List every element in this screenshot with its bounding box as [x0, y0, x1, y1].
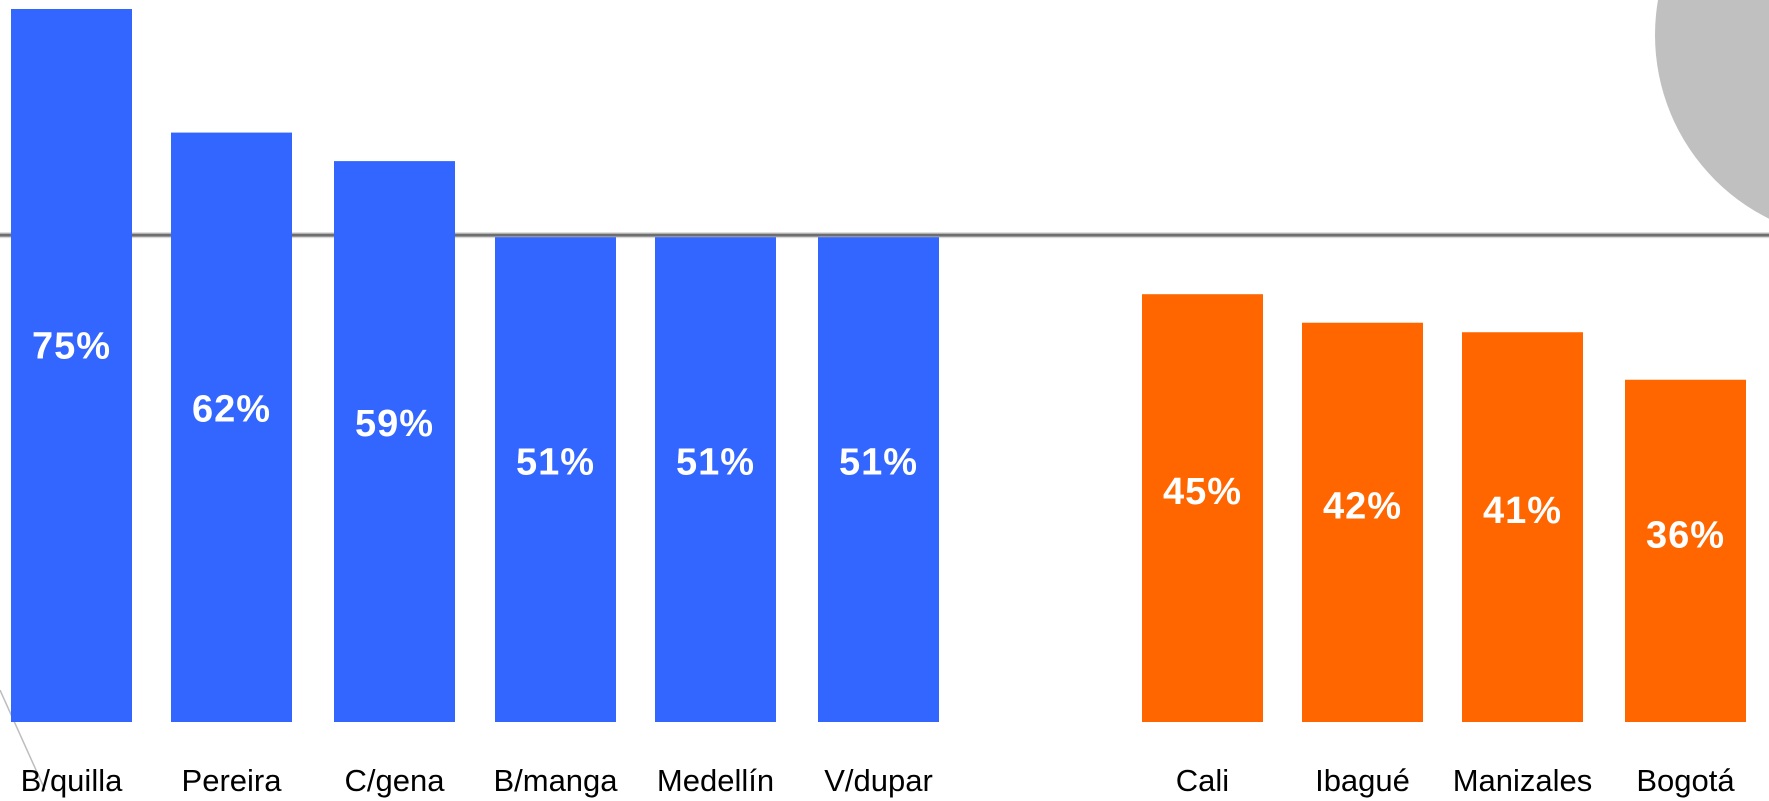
category-label: Manizales — [1453, 763, 1593, 798]
value-labels-group: 75% 62% 59% 51% 51% 51% 45% 42% 41% 36% — [32, 325, 1725, 556]
bar-value-label: 51% — [839, 442, 918, 484]
category-label: Pereira — [182, 763, 283, 798]
corner-circle-decor — [1655, 0, 1769, 219]
bar-value-label: 59% — [355, 403, 434, 445]
category-labels-group: B/quilla Pereira C/gena B/manga Medellín V/du… — [21, 763, 1736, 798]
bar-value-label: 62% — [192, 388, 271, 430]
bar-value-label: 36% — [1646, 514, 1725, 556]
bar — [334, 161, 455, 722]
bar — [818, 237, 939, 722]
bar — [1462, 332, 1583, 722]
bar-value-label: 75% — [32, 325, 111, 367]
bar-value-label: 42% — [1323, 485, 1402, 527]
category-label: B/manga — [493, 763, 618, 798]
bar-value-label: 51% — [676, 442, 755, 484]
category-label: Medellín — [657, 763, 774, 798]
bar-value-label: 45% — [1163, 471, 1242, 513]
bar-value-label: 41% — [1483, 490, 1562, 532]
bar — [1302, 322, 1423, 722]
category-label: Ibagué — [1315, 763, 1410, 798]
bars-group — [11, 9, 1746, 722]
reference-line-group — [0, 232, 1769, 239]
bar — [1142, 294, 1263, 722]
category-label: B/quilla — [21, 763, 123, 798]
diagonal-line-decor — [0, 689, 46, 791]
bar-value-label: 51% — [516, 442, 595, 484]
category-label: Bogotá — [1636, 763, 1735, 798]
category-label: Cali — [1176, 763, 1229, 798]
bar — [495, 237, 616, 722]
bar — [171, 132, 292, 722]
category-label: C/gena — [345, 763, 446, 798]
category-label: V/dupar — [824, 763, 933, 798]
bar — [655, 237, 776, 722]
bar — [11, 9, 132, 722]
bar — [1625, 379, 1746, 722]
